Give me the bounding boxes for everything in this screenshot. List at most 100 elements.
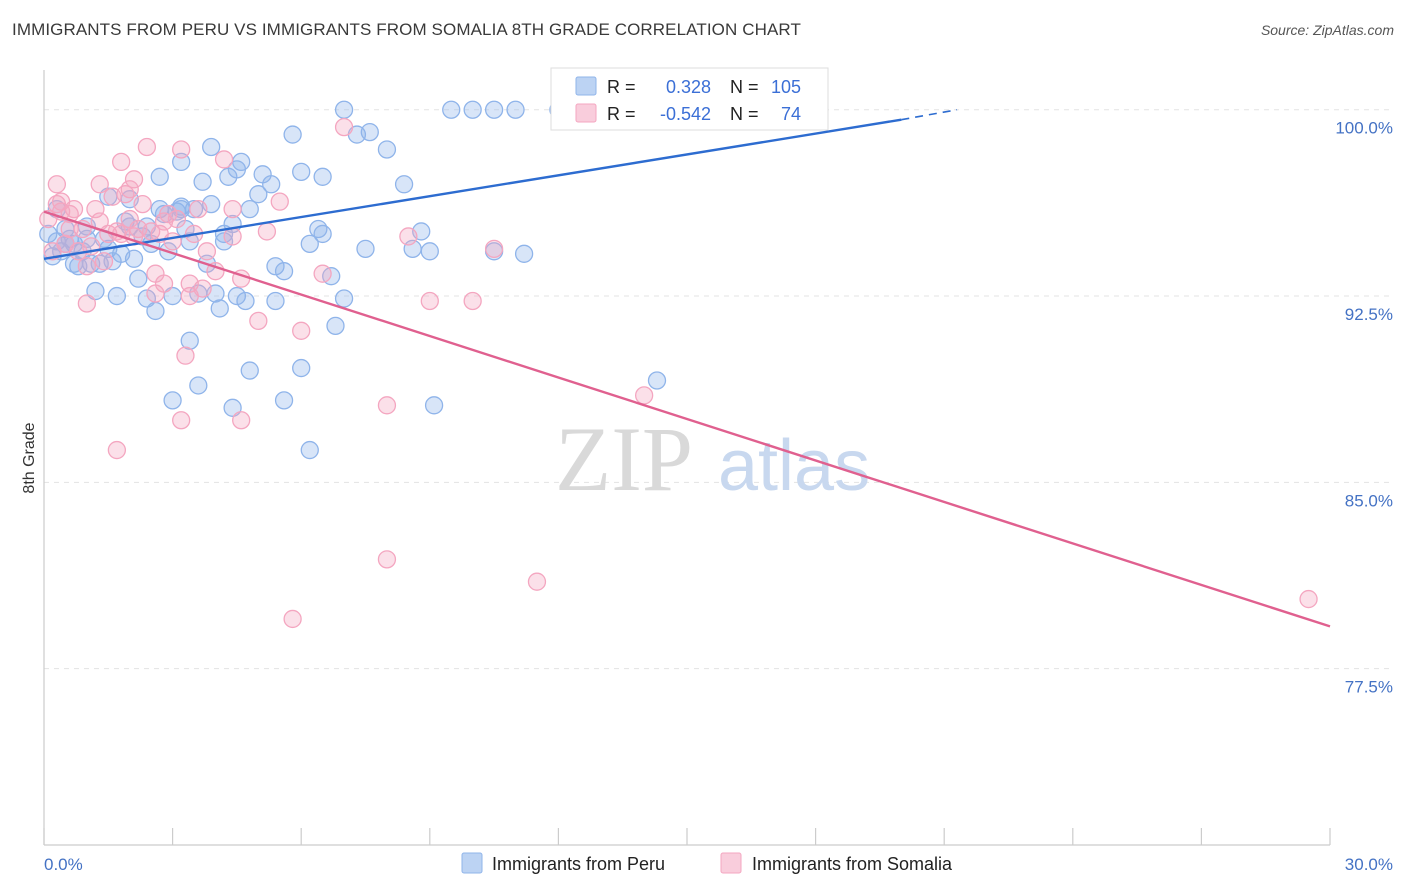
somalia-point-64 [47,175,67,194]
peru-point-52 [283,125,302,144]
legend-somalia-n-value: 74 [781,104,801,124]
y-axis-label: 8th Grade [21,422,38,493]
somalia-point-57 [377,550,397,569]
peru-point-23 [137,289,157,308]
legend-peru-r-label: R = [607,77,636,97]
chart-source: Source: ZipAtlas.com [1260,22,1394,38]
peru-point-79 [326,316,345,335]
peru-point-82 [223,398,242,417]
grid-lines [44,109,1394,670]
x-tick-marks [43,828,1331,845]
peru-point-76 [202,137,221,157]
somalia-point-37 [223,227,242,246]
peru-point-68 [506,100,525,119]
peru-point-101 [172,152,191,172]
y-tick-label-3: 77.5% [1345,678,1393,697]
peru-point-34 [184,199,204,219]
somalia-point-70 [51,192,71,211]
somalia-point-59 [1299,589,1318,609]
peru-point-20 [124,249,144,268]
peru-point-11 [86,281,105,301]
peru-point-51 [274,262,294,281]
peru-point-61 [377,140,397,159]
peru-point-86 [180,331,199,350]
peru-point-90 [356,239,375,258]
peru-point-49 [262,175,281,194]
stats-legend: R = 0.328 N = 105 R = -0.542 N = 74 [550,67,829,131]
somalia-point-36 [214,150,234,169]
legend-swatch-somalia [575,103,597,123]
peru-point-65 [442,100,461,119]
somalia-point-47 [463,291,482,311]
peru-point-100 [214,232,234,251]
x-tick-label-0: 0.0% [44,855,83,874]
somalia-point-67 [124,170,144,189]
somalia-point-73 [180,286,199,306]
somalia-point-17 [112,152,131,172]
x-tick-labels: 0.0% 30.0% [44,855,1393,874]
peru-point-64 [420,242,439,261]
y-tick-label-1: 92.5% [1345,305,1393,324]
somalia-point-55 [377,396,397,415]
x-tick-label-1: 30.0% [1345,855,1393,874]
legend-peru-n-value: 105 [771,77,801,97]
peru-point-54 [300,234,319,254]
peru-point-104 [313,224,332,244]
watermark-zip: ZIP [555,408,693,510]
peru-point-50 [266,257,285,276]
legend-somalia-r-value: -0.542 [660,104,711,124]
somalia-point-54 [107,440,127,460]
peru-point-103 [227,160,247,179]
somalia-point-48 [484,239,504,258]
peru-point-74 [150,167,169,186]
chart-title: IMMIGRANTS FROM PERU VS IMMIGRANTS FROM … [12,20,801,39]
peru-point-46 [236,291,255,311]
legend-swatch-peru [575,76,597,96]
peru-point-53 [292,162,311,181]
peru-point-78 [266,291,285,311]
peru-point-81 [189,376,208,395]
peru-point-16 [107,286,127,306]
somalia-point-23 [137,137,157,157]
somalia-point-12 [90,175,109,194]
peru-point-102 [514,244,534,263]
legend-somalia-r-label: R = [607,104,636,124]
somalia-point-33 [189,199,208,219]
somalia-point-45 [399,227,418,246]
watermark-atlas: atlas [718,426,870,506]
peru-point-89 [334,289,354,308]
somalia-point-50 [120,180,139,199]
trend-lines [43,108,1331,628]
peru-point-56 [313,167,332,186]
peru-trend-line [43,118,902,260]
peru-point-77 [249,185,268,204]
y-tick-label-0: 100.0% [1335,119,1393,138]
peru-point-83 [274,391,294,410]
somalia-point-53 [232,411,251,430]
peru-point-21 [129,269,148,288]
somalia-point-69 [223,199,242,219]
peru-point-47 [240,199,259,219]
somalia-point-60 [283,609,302,629]
peru-point-58 [334,100,354,119]
peru-point-25 [146,301,165,321]
somalia-point-62 [146,284,165,303]
y-tick-labels: 100.0% 92.5% 85.0% 77.5% [1335,119,1393,697]
peru-point-67 [484,100,504,119]
somalia-point-13 [94,252,114,271]
somalia-point-56 [634,386,654,405]
peru-point-40 [210,299,229,318]
somalia-point-61 [77,294,97,313]
peru-point-44 [227,286,247,306]
peru-point-80 [163,391,182,410]
series-legend-somalia: Immigrants from Somalia [752,854,953,874]
peru-point-60 [360,122,379,142]
series-legend: Immigrants from Peru Immigrants from Som… [461,852,953,874]
y-tick-label-2: 85.0% [1345,491,1393,510]
peru-point-66 [463,100,482,119]
somalia-point-9 [77,257,97,276]
legend-somalia-n-label: N = [730,104,759,124]
somalia-point-46 [420,291,439,311]
somalia-point-35 [206,262,225,281]
